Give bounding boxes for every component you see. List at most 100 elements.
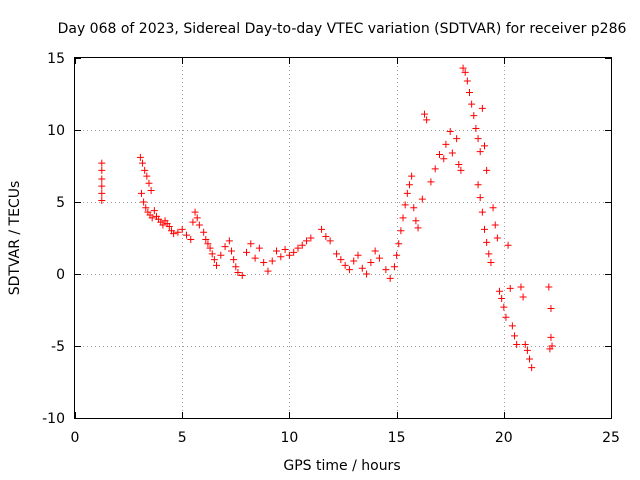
data-point xyxy=(485,250,493,258)
data-point xyxy=(228,247,236,255)
data-point xyxy=(459,64,467,72)
data-point xyxy=(354,251,362,259)
data-point xyxy=(513,341,521,349)
data-point xyxy=(202,235,210,243)
grid xyxy=(75,58,611,418)
data-point xyxy=(427,178,435,186)
chart-title: Day 068 of 2023, Sidereal Day-to-day VTE… xyxy=(58,21,627,37)
data-point xyxy=(474,181,482,189)
data-point xyxy=(455,161,463,169)
x-axis-label: GPS time / hours xyxy=(283,458,400,474)
data-point xyxy=(468,100,476,108)
data-point xyxy=(487,258,495,266)
data-series xyxy=(98,64,556,372)
data-point xyxy=(401,201,409,209)
data-point xyxy=(298,241,306,249)
data-point xyxy=(371,247,379,255)
data-point xyxy=(98,166,106,174)
data-point xyxy=(472,125,480,133)
y-tick-label: -10 xyxy=(42,411,65,427)
data-point xyxy=(463,77,471,85)
data-point xyxy=(481,142,489,150)
y-tick-label: -5 xyxy=(51,339,65,355)
y-tick-label: 10 xyxy=(47,123,65,139)
data-point xyxy=(98,182,106,190)
data-point xyxy=(206,244,214,252)
data-point xyxy=(200,228,208,236)
data-point xyxy=(493,234,501,242)
data-point xyxy=(390,263,398,271)
data-point xyxy=(440,155,448,163)
x-tick-label: 0 xyxy=(71,430,80,446)
data-point xyxy=(350,257,358,265)
data-point xyxy=(204,240,212,248)
data-point xyxy=(251,254,259,262)
data-point xyxy=(517,283,525,291)
data-point xyxy=(457,166,465,174)
data-point xyxy=(148,214,156,222)
x-tick-label: 10 xyxy=(280,430,298,446)
data-point xyxy=(150,207,158,215)
data-point xyxy=(448,149,456,157)
data-point xyxy=(418,195,426,203)
data-point xyxy=(318,225,326,233)
data-point xyxy=(481,225,489,233)
data-point xyxy=(307,234,315,242)
data-point xyxy=(519,293,527,301)
data-point xyxy=(442,140,450,148)
data-point xyxy=(255,244,263,252)
data-point xyxy=(189,218,197,226)
data-point xyxy=(281,246,289,254)
y-tick-label: 15 xyxy=(47,51,65,67)
data-point xyxy=(508,322,516,330)
data-point xyxy=(322,233,330,241)
data-point xyxy=(213,261,221,269)
data-point xyxy=(337,256,345,264)
data-point xyxy=(506,284,514,292)
data-point xyxy=(159,221,167,229)
data-point xyxy=(399,214,407,222)
data-point xyxy=(141,166,149,174)
data-point xyxy=(502,313,510,321)
data-point xyxy=(483,238,491,246)
data-point xyxy=(548,342,556,350)
data-point xyxy=(483,166,491,174)
data-point xyxy=(273,247,281,255)
data-point xyxy=(98,197,106,205)
data-point xyxy=(98,175,106,183)
data-point xyxy=(382,266,390,274)
data-point xyxy=(403,189,411,197)
data-point xyxy=(386,274,394,282)
data-point xyxy=(217,251,225,259)
data-point xyxy=(277,253,285,261)
data-point xyxy=(496,287,504,295)
data-point xyxy=(478,104,486,112)
data-point xyxy=(182,231,190,239)
data-point xyxy=(397,227,405,235)
data-point xyxy=(225,237,233,245)
data-point xyxy=(547,333,555,341)
data-point xyxy=(147,186,155,194)
y-tick-label: 5 xyxy=(56,195,65,211)
data-point xyxy=(410,204,418,212)
data-point xyxy=(143,172,151,180)
data-point xyxy=(174,228,182,236)
data-point xyxy=(545,283,553,291)
data-point xyxy=(476,148,484,156)
data-point xyxy=(195,221,203,229)
data-point xyxy=(193,214,201,222)
data-point xyxy=(431,165,439,173)
x-tick-label: 20 xyxy=(495,430,513,446)
data-point xyxy=(232,263,240,271)
data-point xyxy=(208,250,216,258)
x-tick-label: 15 xyxy=(388,430,406,446)
data-point xyxy=(408,172,416,180)
data-point xyxy=(511,332,519,340)
data-point xyxy=(465,89,473,97)
data-point xyxy=(393,251,401,259)
data-point xyxy=(526,355,534,363)
data-point xyxy=(414,224,422,232)
data-point xyxy=(285,251,293,259)
data-point xyxy=(264,267,272,275)
